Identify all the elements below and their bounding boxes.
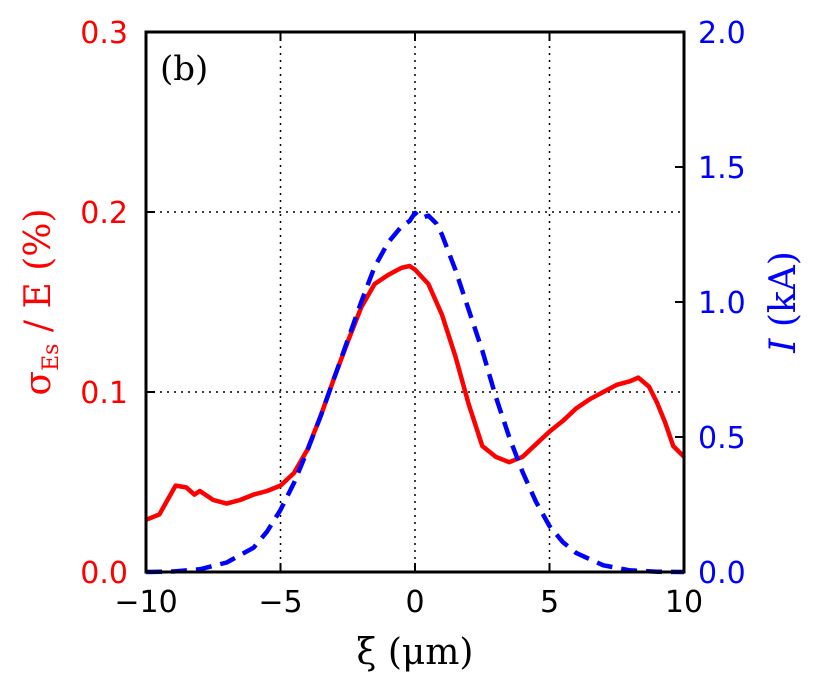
y-left-axis-label: σEs / E (%) (18, 209, 64, 396)
y-left-label-sigma: σ (18, 371, 59, 396)
grid (146, 32, 684, 572)
series-current-line (145, 210, 685, 575)
x-tick-label: −10 (114, 585, 177, 620)
x-tick-label: 0 (405, 585, 424, 620)
y-right-label-unit: (kA) (763, 251, 804, 338)
series-layer (145, 210, 686, 575)
y-left-label-rest: / E (%) (18, 209, 59, 344)
y-left-tick-label: 0.3 (80, 16, 128, 51)
y-right-axis-label: I (kA) (763, 251, 804, 354)
y-right-tick-label: 0.0 (698, 556, 746, 591)
y-left-tick-label: 0.0 (80, 556, 128, 591)
y-right-tick-label: 2.0 (698, 16, 746, 51)
y-right-tick-label: 1.5 (698, 151, 746, 186)
y-left-label-subscript: Es (39, 344, 64, 371)
y-right-tick-label: 1.0 (698, 286, 746, 321)
x-axis-label: ξ (μm) (357, 632, 474, 673)
y-left-tick-label: 0.1 (80, 376, 128, 411)
y-left-tick-label: 0.2 (80, 196, 128, 231)
x-tick-label: 5 (540, 585, 559, 620)
x-tick-label: −5 (258, 585, 302, 620)
panel-label: (b) (160, 49, 208, 89)
ticks: −10 −5 0 5 100.00.10.20.30.00.51.01.52.0 (80, 16, 745, 620)
y-right-tick-label: 0.5 (698, 421, 746, 456)
x-tick-label: 10 (665, 585, 703, 620)
y-right-label-symbol: I (763, 338, 804, 354)
series-energy-spread-line (145, 263, 686, 522)
